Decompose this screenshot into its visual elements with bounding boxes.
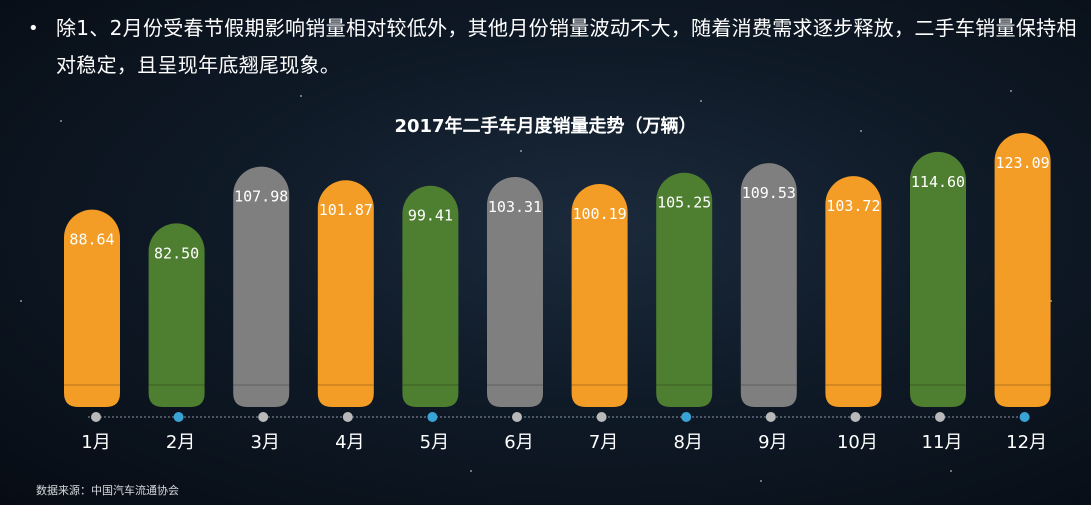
chart-title: 2017年二手车月度销量走势（万辆） bbox=[394, 116, 697, 137]
bar-10月 bbox=[825, 176, 882, 407]
bar-4月 bbox=[317, 180, 374, 407]
axis-dot bbox=[1019, 412, 1030, 422]
data-source: 数据来源：中国汽车流通协会 bbox=[36, 484, 179, 497]
bar-9月 bbox=[740, 163, 797, 407]
bar-8月 bbox=[656, 172, 713, 407]
data-label: 99.41 bbox=[408, 207, 453, 225]
bar-12月 bbox=[994, 133, 1051, 408]
bar-7月 bbox=[571, 183, 628, 407]
axis-dot bbox=[91, 412, 101, 422]
axis-dot bbox=[935, 412, 945, 422]
tick-label: 7月 bbox=[589, 432, 618, 453]
data-label: 105.25 bbox=[657, 194, 711, 212]
axis-dot bbox=[512, 412, 522, 422]
data-label: 101.87 bbox=[319, 201, 373, 219]
data-label: 123.09 bbox=[996, 154, 1050, 172]
tick-label: 9月 bbox=[758, 432, 787, 453]
bar-11月 bbox=[910, 151, 966, 407]
data-label: 103.31 bbox=[488, 198, 542, 216]
tick-label: 12月 bbox=[1006, 432, 1047, 453]
tick-label: 6月 bbox=[504, 432, 533, 453]
bullet-text: 除1、2月份受春节假期影响销量相对较低外，其他月份销量波动不大，随着消费需求逐步… bbox=[56, 16, 1077, 77]
tick-label: 5月 bbox=[420, 432, 449, 453]
tick-label: 11月 bbox=[922, 432, 963, 453]
data-label: 100.19 bbox=[573, 205, 627, 223]
data-label: 114.60 bbox=[911, 173, 965, 191]
tick-label: 8月 bbox=[673, 432, 702, 453]
tick-label: 4月 bbox=[335, 432, 364, 453]
data-label: 82.50 bbox=[154, 244, 199, 262]
axis-dot bbox=[681, 412, 692, 422]
bar-2月 bbox=[148, 223, 205, 407]
axis-dot bbox=[596, 412, 607, 422]
data-label: 107.98 bbox=[234, 188, 288, 206]
tick-label: 10月 bbox=[837, 432, 878, 453]
axis-dot bbox=[342, 412, 353, 422]
bar-3月 bbox=[233, 166, 290, 407]
tick-label: 1月 bbox=[81, 432, 110, 453]
bar-6月 bbox=[487, 177, 543, 407]
data-label: 103.72 bbox=[826, 197, 880, 215]
tick-label: 3月 bbox=[250, 432, 279, 453]
data-label: 88.64 bbox=[69, 231, 114, 249]
axis-dot bbox=[850, 412, 861, 422]
axis-dot bbox=[258, 412, 269, 422]
bar-1月 bbox=[64, 209, 120, 407]
axis-dot bbox=[427, 412, 438, 422]
bullet-dot: • bbox=[28, 18, 39, 39]
data-label: 109.53 bbox=[742, 184, 796, 202]
bar-5月 bbox=[402, 185, 459, 407]
tick-label: 2月 bbox=[166, 432, 195, 453]
axis-dot bbox=[765, 412, 776, 422]
axis-dot bbox=[173, 412, 184, 422]
